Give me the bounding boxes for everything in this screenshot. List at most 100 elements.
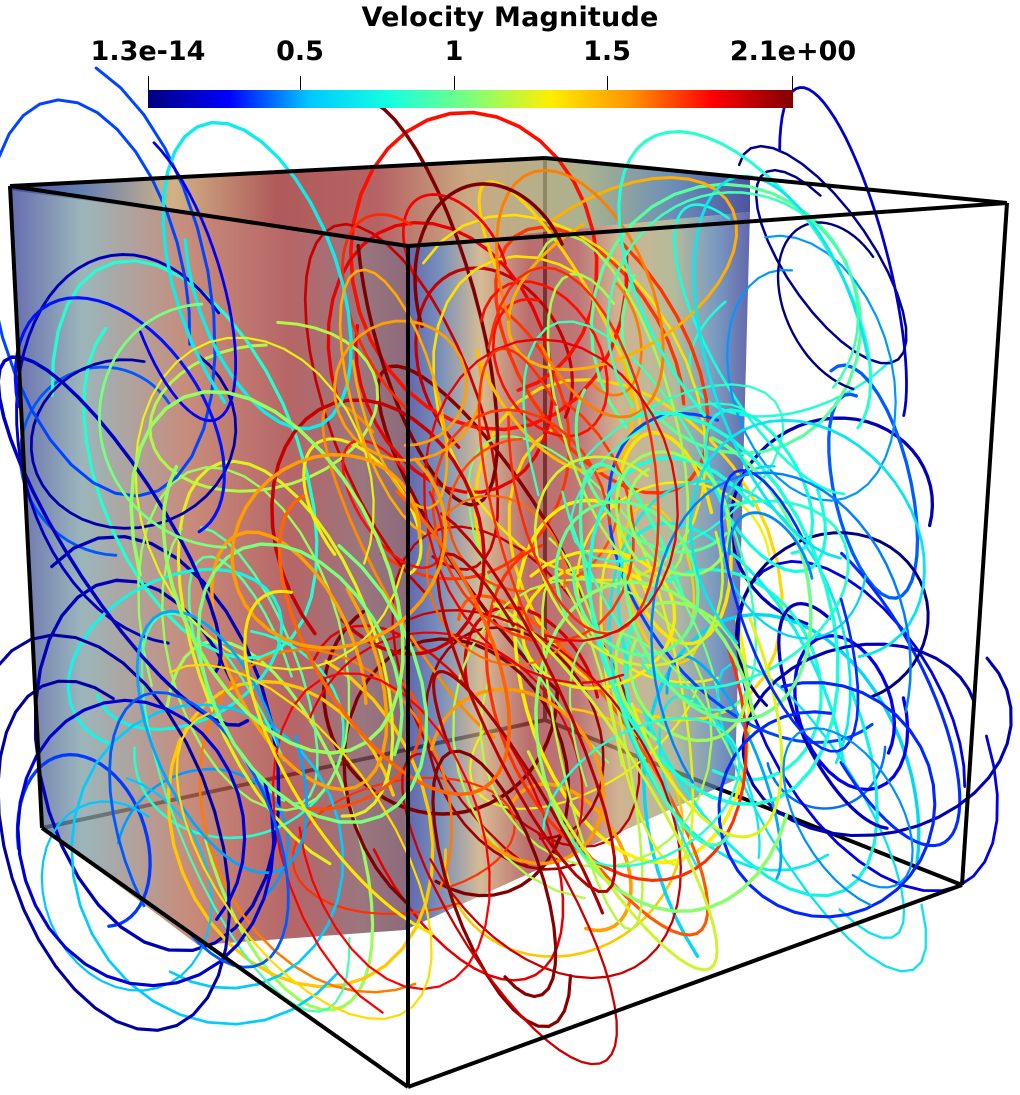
- streamline: [599, 536, 695, 866]
- legend-tick-mark: [300, 76, 301, 96]
- streamline: [196, 542, 429, 824]
- streamline: [640, 499, 850, 690]
- streamline: [495, 168, 665, 419]
- streamline: [66, 567, 284, 747]
- streamline: [533, 455, 724, 667]
- streamline: [587, 410, 840, 806]
- streamline: [650, 471, 912, 784]
- streamline: [356, 97, 500, 507]
- streamline: [277, 489, 512, 797]
- streamline: [341, 213, 413, 413]
- streamline: [777, 601, 889, 830]
- streamline: [342, 637, 571, 904]
- legend-tick-mark: [148, 76, 149, 96]
- streamline: [508, 782, 633, 933]
- streamline: [302, 437, 423, 576]
- streamline: [13, 296, 226, 534]
- streamline: [467, 435, 720, 764]
- legend-tick-label: 1.3e-14: [90, 36, 206, 67]
- streamline: [578, 462, 730, 847]
- legend-tick-mark: [607, 76, 608, 96]
- streamline: [591, 282, 643, 397]
- streamline: [40, 777, 213, 992]
- streamline: [776, 221, 875, 391]
- streamline: [513, 498, 751, 865]
- streamline: [673, 203, 846, 496]
- streamline: [689, 418, 926, 658]
- streamlines: [0, 66, 1013, 1066]
- streamline: [658, 694, 761, 867]
- streamline: [243, 589, 434, 936]
- streamline: [270, 398, 486, 656]
- streamline: [135, 609, 309, 875]
- streamline: [423, 338, 679, 685]
- legend-tick-mark: [792, 76, 793, 96]
- streamline: [50, 259, 319, 661]
- streamline: [15, 253, 221, 645]
- streamline: [729, 416, 935, 626]
- box-front-edges: [8, 156, 1009, 1089]
- legend-title: Velocity Magnitude: [361, 2, 659, 33]
- streamline: [839, 551, 962, 848]
- streamline: [492, 602, 719, 972]
- streamline: [169, 663, 433, 1020]
- streamline: [534, 580, 789, 913]
- streamline: [574, 388, 728, 554]
- streamline: [348, 110, 629, 432]
- streamline: [827, 363, 920, 600]
- legend-tick-mark: [454, 76, 455, 96]
- streamline: [148, 320, 380, 493]
- legend-tick-label: 1: [444, 36, 464, 67]
- streamline: [568, 630, 737, 788]
- streamline: [716, 662, 927, 973]
- streamline: [133, 630, 345, 840]
- streamline: [312, 624, 565, 982]
- streamline: [429, 687, 606, 866]
- streamline: [719, 465, 867, 640]
- colorbar: [148, 90, 793, 108]
- streamline: [665, 654, 783, 880]
- streamline: [134, 336, 405, 671]
- streamline: [33, 534, 281, 953]
- streamline: [413, 182, 564, 329]
- streamline: [734, 531, 930, 707]
- streamline: [606, 190, 860, 409]
- streamline: [741, 642, 1013, 838]
- streamline: [401, 193, 507, 283]
- streamline: [554, 499, 700, 657]
- streamline: [70, 703, 345, 1026]
- streamline: [477, 180, 642, 440]
- streamline: [321, 609, 560, 816]
- streamline: [630, 617, 784, 839]
- streamline: [333, 319, 484, 462]
- streamline: [29, 353, 238, 530]
- streamline: [97, 302, 227, 549]
- streamline: [737, 144, 908, 365]
- color-legend: Velocity Magnitude 1.3e-14 0.5 1 1.5 2.1…: [0, 0, 1020, 130]
- streamline: [230, 452, 448, 650]
- streamline: [284, 680, 423, 811]
- legend-tick-label: 1.5: [583, 36, 631, 67]
- streamline: [0, 355, 250, 727]
- streamline: [692, 174, 870, 560]
- streamline: [129, 389, 405, 755]
- streamline: [338, 268, 449, 535]
- streamline: [432, 670, 605, 915]
- streamline: [487, 266, 660, 635]
- streamline: [727, 511, 814, 580]
- streamline: [726, 234, 897, 502]
- streamline: [176, 459, 395, 866]
- streamline: [506, 175, 739, 372]
- streamline: [479, 280, 609, 438]
- streamline: [431, 400, 635, 644]
- streamline: [541, 716, 741, 868]
- streamline: [782, 726, 914, 907]
- streamline: [198, 648, 454, 994]
- streamline: [614, 450, 732, 577]
- streamline: [522, 320, 758, 712]
- streamline: [161, 120, 353, 431]
- streamline: [477, 347, 557, 632]
- legend-tick-label: 2.1e+00: [729, 36, 857, 67]
- legend-tick-label: 0.5: [276, 36, 324, 67]
